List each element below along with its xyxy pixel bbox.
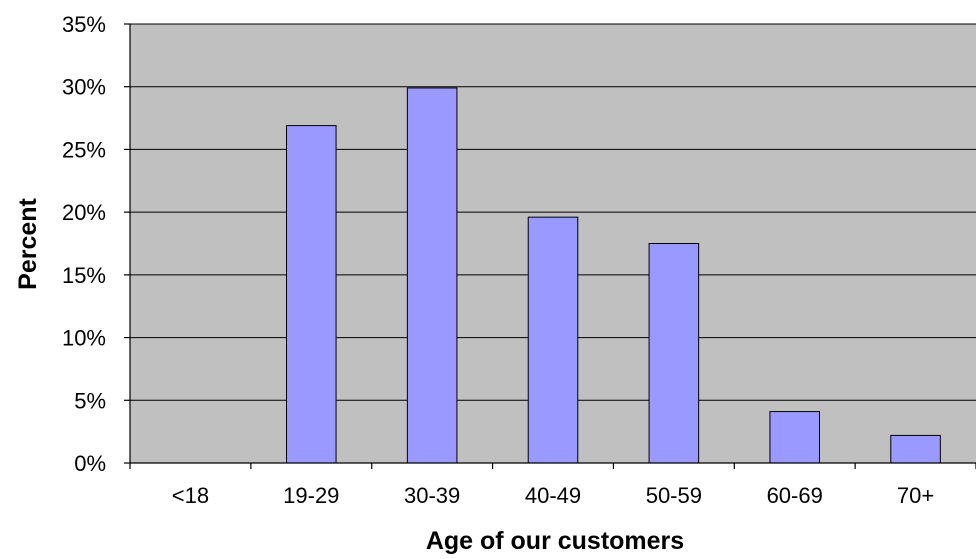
x-tick-label: <18 <box>172 483 209 508</box>
bar <box>406 87 458 464</box>
y-axis-ticks: 0% 5% 10% 15% 20% 25% 30% 35% <box>62 12 130 476</box>
y-tick-label: 0% <box>74 451 106 476</box>
bar <box>527 216 579 464</box>
bar <box>890 434 941 464</box>
x-tick-label: 50-59 <box>646 483 702 508</box>
x-tick-label: 60-69 <box>767 483 823 508</box>
x-axis-ticks: <18 19-29 30-39 40-49 50-59 60-69 70+ <box>129 463 976 508</box>
y-tick-label: 10% <box>62 326 106 351</box>
x-tick-label: 40-49 <box>525 483 581 508</box>
bar <box>286 125 337 464</box>
y-tick-label: 15% <box>62 263 106 288</box>
y-tick-label: 35% <box>62 12 106 37</box>
y-tick-label: 30% <box>62 75 106 100</box>
bar <box>769 411 820 464</box>
y-tick-label: 20% <box>62 200 106 225</box>
bar <box>648 243 700 464</box>
x-tick-label: 70+ <box>897 483 934 508</box>
y-axis-title: Percent <box>14 197 42 289</box>
y-tick-label: 25% <box>62 137 106 162</box>
x-tick-label: 30-39 <box>404 483 460 508</box>
y-tick-label: 5% <box>74 388 106 413</box>
x-tick-label: 19-29 <box>283 483 339 508</box>
x-axis-title: Age of our customers <box>426 527 684 555</box>
